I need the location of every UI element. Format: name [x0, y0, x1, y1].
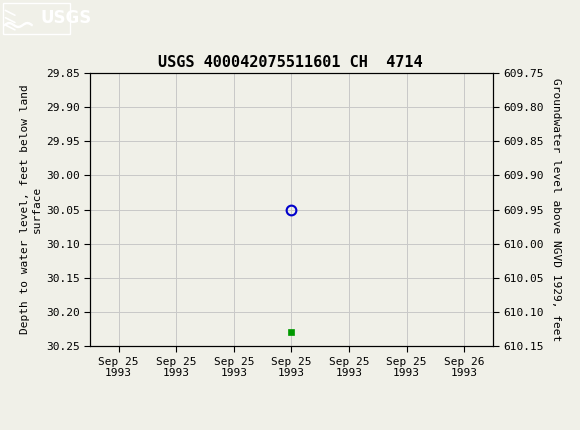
Y-axis label: Depth to water level, feet below land
surface: Depth to water level, feet below land su… [20, 85, 42, 335]
Y-axis label: Groundwater level above NGVD 1929, feet: Groundwater level above NGVD 1929, feet [550, 78, 561, 341]
Text: USGS: USGS [41, 9, 92, 27]
Text: USGS 400042075511601 CH  4714: USGS 400042075511601 CH 4714 [158, 55, 422, 70]
